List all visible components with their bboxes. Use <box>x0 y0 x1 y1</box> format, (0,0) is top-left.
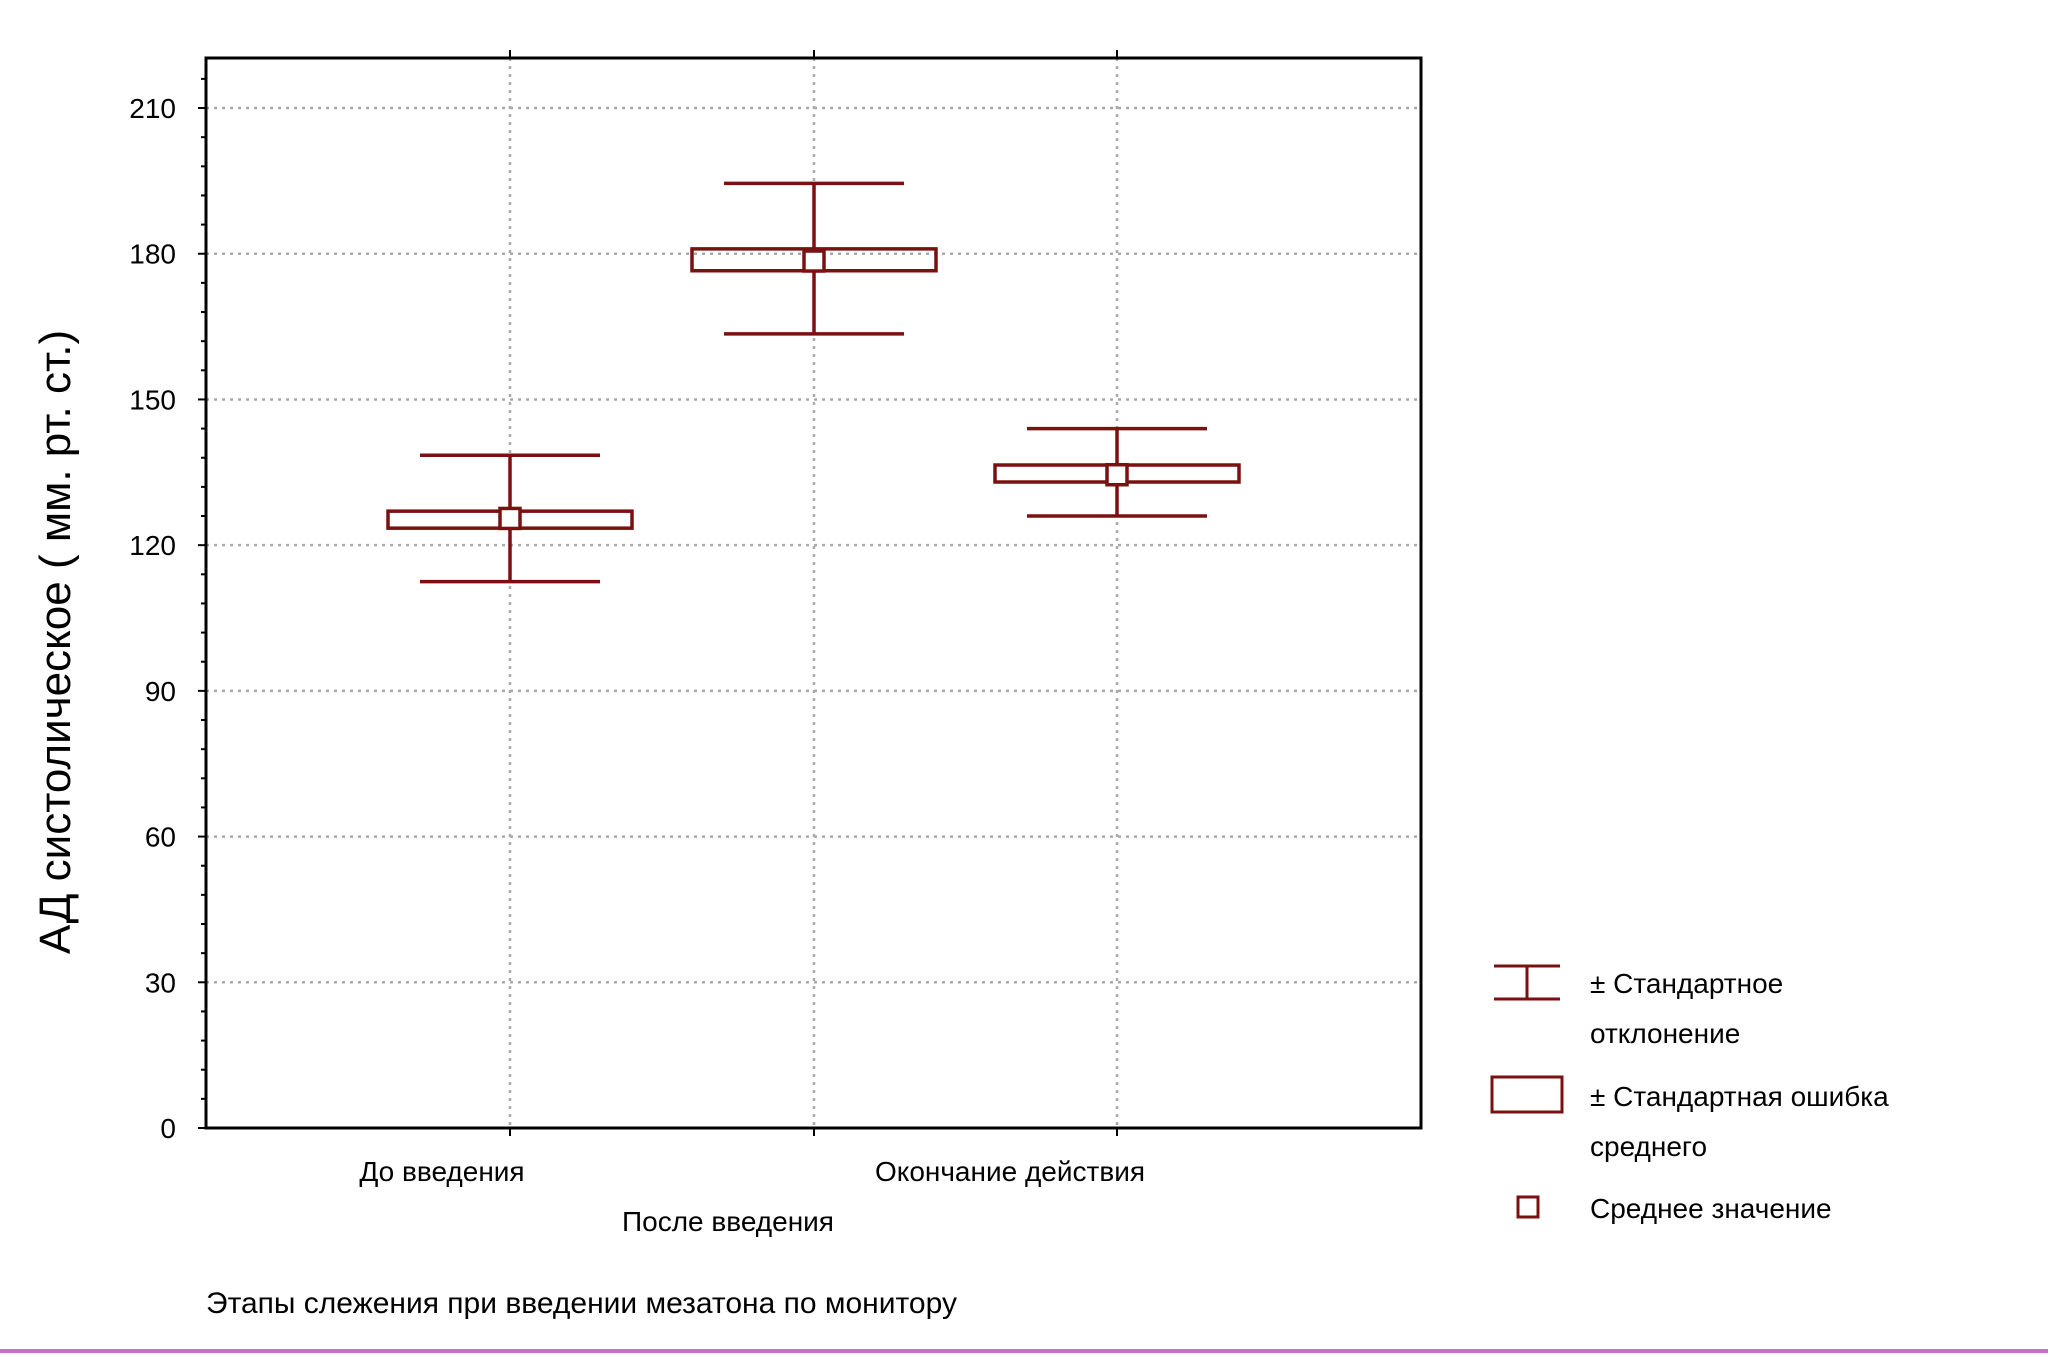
y-tick-label: 90 <box>145 676 176 707</box>
marks-layer <box>386 181 1241 584</box>
category-mark-group <box>690 181 938 336</box>
x-category-label: После введения <box>622 1206 834 1237</box>
legend-box-icon <box>1490 1075 1564 1114</box>
legend-whisker-icon <box>1494 964 1560 1001</box>
y-tick-label: 0 <box>160 1113 176 1144</box>
category-mark-group <box>993 426 1241 518</box>
y-tick-label: 60 <box>145 822 176 853</box>
legend-label: среднего <box>1590 1131 1707 1162</box>
legend: ± Стандартное отклонение ± Стандартная о… <box>1490 964 1889 1224</box>
x-category-label: Окончание действия <box>875 1156 1145 1187</box>
mean-marker <box>1105 462 1129 487</box>
mean-marker <box>498 506 522 531</box>
legend-label: ± Стандартная ошибка <box>1590 1081 1889 1112</box>
y-tick-label: 180 <box>129 239 176 270</box>
bottom-border <box>0 1349 2048 1353</box>
y-tick-label: 120 <box>129 530 176 561</box>
grid-layer <box>206 58 1421 1128</box>
legend-label: отклонение <box>1590 1018 1740 1049</box>
legend-label: Среднее значение <box>1590 1193 1832 1224</box>
legend-square-icon <box>1516 1195 1540 1219</box>
x-axis-caption: Этапы слежения при введении мезатона по … <box>206 1287 957 1320</box>
x-category-labels: До введения После введения Окончание дей… <box>359 1156 1145 1237</box>
ticks-layer <box>198 50 1118 1136</box>
y-tick-label: 210 <box>129 93 176 124</box>
x-category-label: До введения <box>359 1156 524 1187</box>
y-tick-label: 150 <box>129 384 176 415</box>
y-axis-label: АД систолическое ( мм. рт. ст.) <box>31 330 80 954</box>
mean-marker <box>802 249 826 273</box>
legend-label: ± Стандартное <box>1590 968 1783 999</box>
y-tick-labels: 0 30 60 90 120 150 180 210 <box>129 93 176 1144</box>
y-tick-label: 30 <box>145 967 176 998</box>
category-mark-group <box>386 453 634 584</box>
